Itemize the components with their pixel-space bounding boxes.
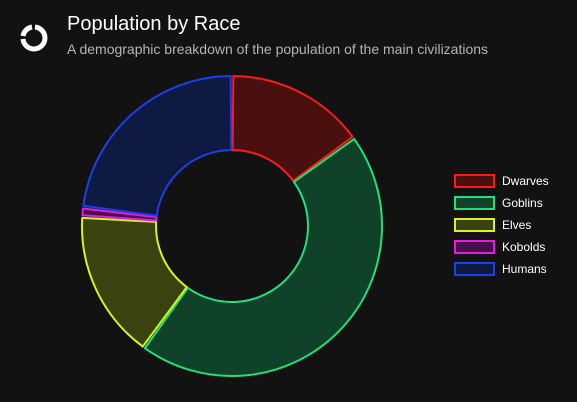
donut-chart-icon [20, 24, 48, 52]
legend-item-elves[interactable]: Elves [454, 218, 531, 232]
slice-elves[interactable] [81, 216, 188, 348]
legend-label: Elves [502, 218, 531, 232]
legend-label: Goblins [502, 196, 543, 210]
chart-header: Population by Race A demographic breakdo… [0, 0, 577, 70]
chart-subtitle: A demographic breakdown of the populatio… [67, 41, 489, 57]
legend-label: Humans [502, 262, 547, 276]
slice-kobolds[interactable] [81, 207, 158, 222]
legend-swatch [454, 240, 495, 254]
slice-goblins[interactable] [143, 137, 383, 377]
chart-title: Population by Race [67, 13, 241, 35]
legend-item-dwarves[interactable]: Dwarves [454, 174, 549, 188]
legend-label: Dwarves [502, 174, 549, 188]
slice-humans[interactable] [82, 75, 233, 217]
legend-swatch [454, 262, 495, 276]
legend-item-goblins[interactable]: Goblins [454, 196, 543, 210]
legend-swatch [454, 218, 495, 232]
chart-legend: Dwarves Goblins Elves Kobolds Humans [454, 174, 549, 276]
legend-swatch [454, 174, 495, 188]
legend-item-kobolds[interactable]: Kobolds [454, 240, 545, 254]
legend-item-humans[interactable]: Humans [454, 262, 547, 276]
slice-dwarves[interactable] [231, 75, 354, 182]
chart-slices [81, 75, 383, 377]
legend-swatch [454, 196, 495, 210]
legend-label: Kobolds [502, 240, 545, 254]
